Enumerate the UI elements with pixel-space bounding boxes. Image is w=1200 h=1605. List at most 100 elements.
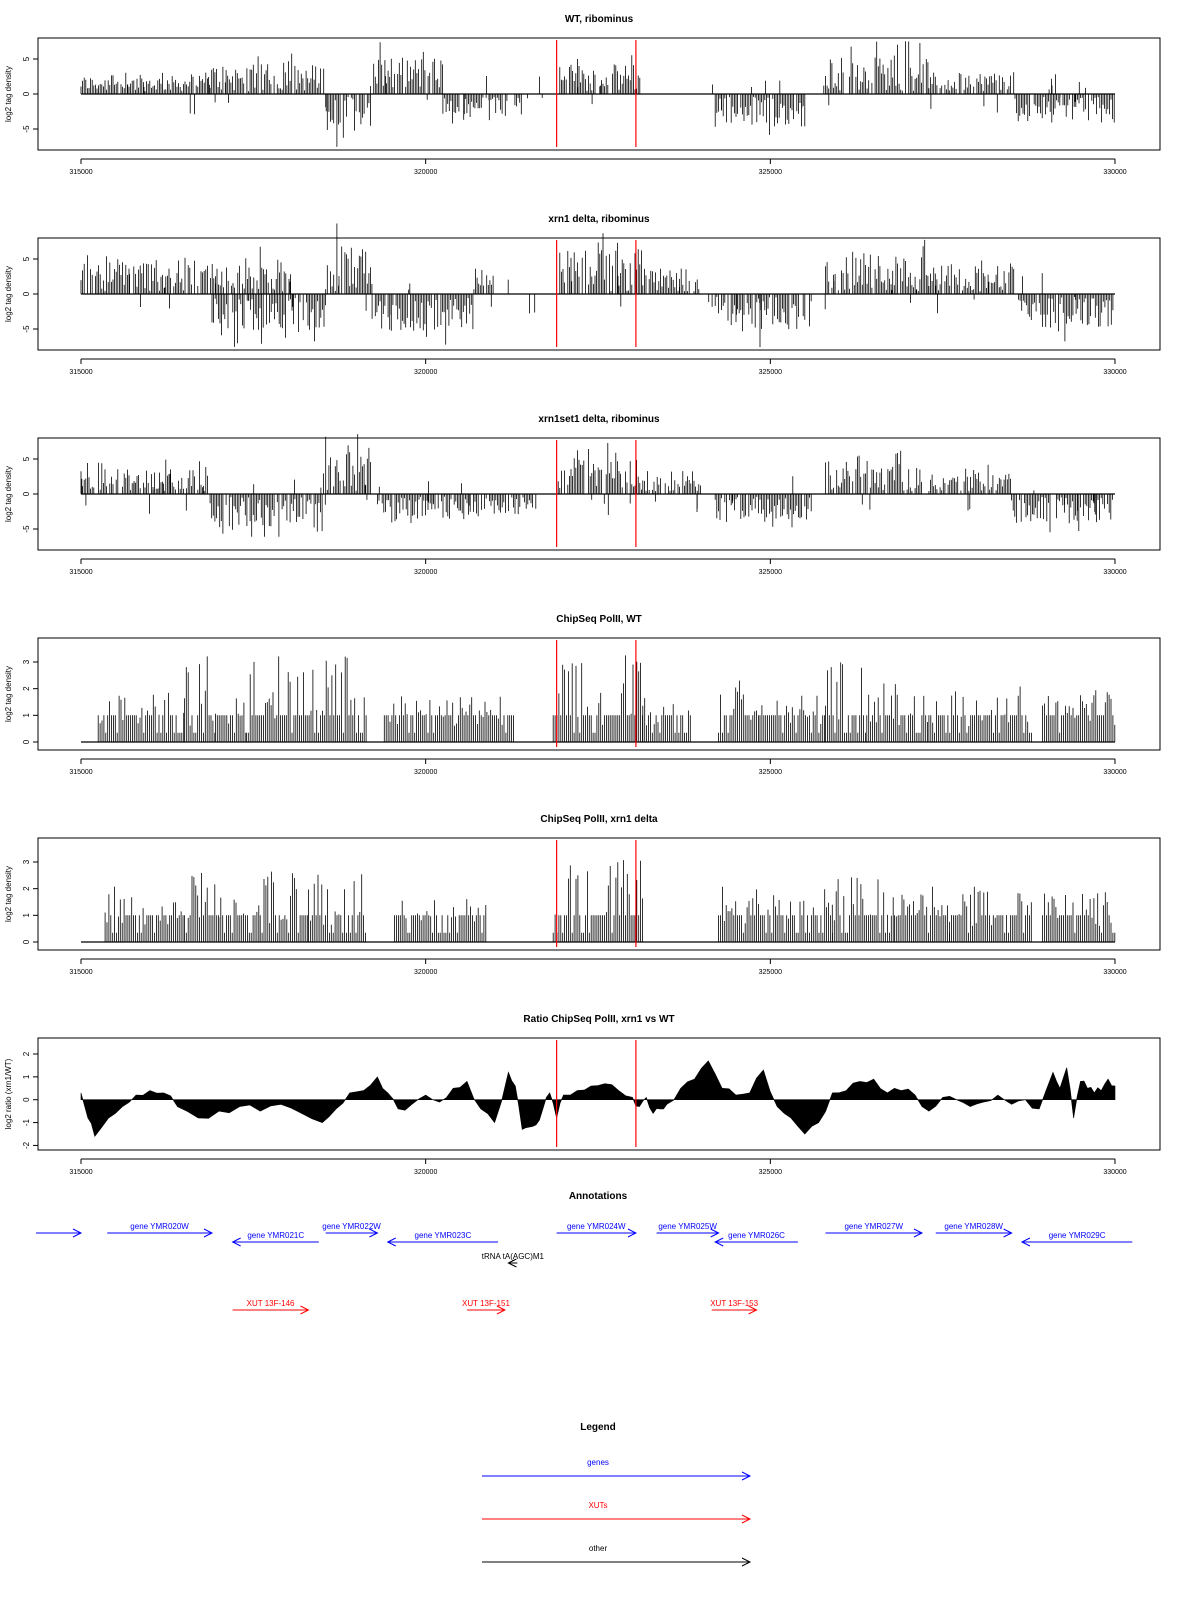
- x-tick-label: 330000: [1103, 569, 1126, 576]
- signal-bars: [325, 434, 371, 494]
- annotation-unnamed: [36, 1228, 83, 1238]
- signal-bars: [552, 655, 643, 742]
- annotation-arrow-head: [72, 1228, 83, 1238]
- signal-bars: [1042, 892, 1116, 942]
- y-tick-label: -5: [22, 125, 31, 133]
- annotation-arrow-head: [203, 1228, 214, 1238]
- signal-bars: [928, 464, 1011, 494]
- y-tick-label: 0: [22, 739, 31, 744]
- signal-segment-10: [1011, 494, 1113, 533]
- x-tick-label: 325000: [759, 369, 782, 376]
- sparse-signal-bars: [129, 273, 1076, 315]
- annotation-trna-ta-agc-m1: tRNA tA(AGC)M1: [482, 1252, 545, 1268]
- signal-bars: [473, 268, 494, 294]
- y-axis-label: log2 tag density: [4, 266, 13, 322]
- signal-bars: [308, 874, 366, 942]
- y-tick-label: 0: [22, 1097, 31, 1102]
- x-tick-label: 330000: [1103, 769, 1126, 776]
- signal-segment-9: [825, 239, 929, 294]
- annotation-label: tRNA tA(AGC)M1: [482, 1252, 545, 1261]
- signal-segment-6: [552, 655, 643, 742]
- signal-segment-6: [394, 899, 487, 942]
- signal-segment-7: [714, 494, 812, 528]
- annotation-arrow-head: [231, 1237, 241, 1247]
- annotation-label: gene YMR027W: [844, 1222, 903, 1231]
- annotations-title: Annotations: [569, 1191, 628, 1202]
- signal-bars: [642, 698, 691, 742]
- signal-segment-4: [370, 42, 443, 94]
- signal-segment-8: [718, 886, 776, 942]
- signal-segment-6: [556, 233, 642, 294]
- panel-title: ChipSeq PolII, WT: [556, 614, 642, 625]
- x-tick-label: 315000: [69, 169, 92, 176]
- signal-segment-1: [80, 72, 208, 94]
- y-tick-label: 3: [22, 659, 31, 664]
- y-axis-label: log2 tag density: [4, 66, 13, 122]
- ratio-area: [80, 1060, 1116, 1137]
- panel-title: xrn1set1 delta, ribominus: [538, 414, 660, 425]
- signal-bars: [184, 872, 219, 942]
- annotation-label: gene YMR029C: [1049, 1231, 1106, 1240]
- signal-segment-3: [325, 94, 371, 147]
- signal-segment-12: [949, 886, 1032, 942]
- signal-segment-10: [1014, 94, 1115, 123]
- signal-bars: [246, 656, 367, 742]
- signal-segment-8: [718, 680, 759, 742]
- signal-bars: [928, 260, 1015, 294]
- annotation-arrow-head: [386, 1237, 396, 1247]
- signal-bars: [825, 662, 866, 742]
- x-tick-label: 315000: [69, 569, 92, 576]
- signal-bars: [866, 683, 928, 742]
- x-tick-label: 330000: [1103, 169, 1126, 176]
- signal-bars: [80, 72, 208, 94]
- x-tick-label: 320000: [414, 769, 437, 776]
- panel-title: ChipSeq PolII, xrn1 delta: [540, 814, 658, 825]
- signal-bars: [825, 41, 929, 94]
- y-tick-label: 3: [22, 859, 31, 864]
- signal-bars: [394, 899, 487, 942]
- annotation-gene-ymr028w: gene YMR028W: [935, 1222, 1013, 1238]
- x-tick-label: 320000: [414, 969, 437, 976]
- signal-segment-2: [184, 872, 219, 942]
- signal-bars: [949, 886, 1032, 942]
- signal-segment-7: [714, 94, 806, 135]
- x-tick-label: 320000: [414, 1169, 437, 1176]
- y-tick-label: 5: [22, 56, 31, 61]
- sparse-signal-bars: [81, 473, 1096, 515]
- signal-segment-4: [371, 294, 474, 345]
- annotation-arrow-head: [507, 1258, 517, 1268]
- x-tick-label: 315000: [69, 769, 92, 776]
- signal-bars: [642, 268, 700, 294]
- x-tick-label: 325000: [759, 569, 782, 576]
- annotation-label: gene YMR028W: [944, 1222, 1003, 1231]
- signal-bars: [718, 680, 759, 742]
- x-tick-label: 325000: [759, 769, 782, 776]
- signal-bars: [714, 94, 806, 135]
- signal-bars: [211, 294, 326, 347]
- annotation-gene-ymr025w: gene YMR025W: [656, 1222, 720, 1238]
- annotation-arrow-head: [1020, 1237, 1031, 1247]
- signal-bars: [377, 494, 537, 523]
- x-tick-label: 325000: [759, 1169, 782, 1176]
- signal-segment-4: [259, 871, 309, 942]
- signal-bars: [97, 692, 185, 742]
- legend: Legend genes XUTs other: [482, 1422, 752, 1567]
- y-tick-label: 0: [22, 939, 31, 944]
- legend-item-genes: genes: [482, 1458, 752, 1481]
- signal-segment-9: [928, 72, 1015, 94]
- signal-bars: [209, 494, 326, 537]
- annotation-arrow-head: [748, 1305, 758, 1315]
- signal-bars: [825, 450, 922, 494]
- legend-title: Legend: [580, 1422, 616, 1433]
- signal-segment-12: [928, 686, 1032, 742]
- panel-title: Ratio ChipSeq PolII, xrn1 vs WT: [523, 1014, 674, 1025]
- y-tick-label: -1: [22, 1118, 31, 1126]
- signal-bars: [325, 94, 371, 147]
- signal-segment-1: [80, 459, 208, 494]
- signal-segment-10: [832, 877, 894, 942]
- signal-bars: [718, 886, 776, 942]
- x-tick-label: 320000: [414, 169, 437, 176]
- annotation-label: gene YMR022W: [322, 1222, 381, 1231]
- signal-bars: [80, 459, 208, 494]
